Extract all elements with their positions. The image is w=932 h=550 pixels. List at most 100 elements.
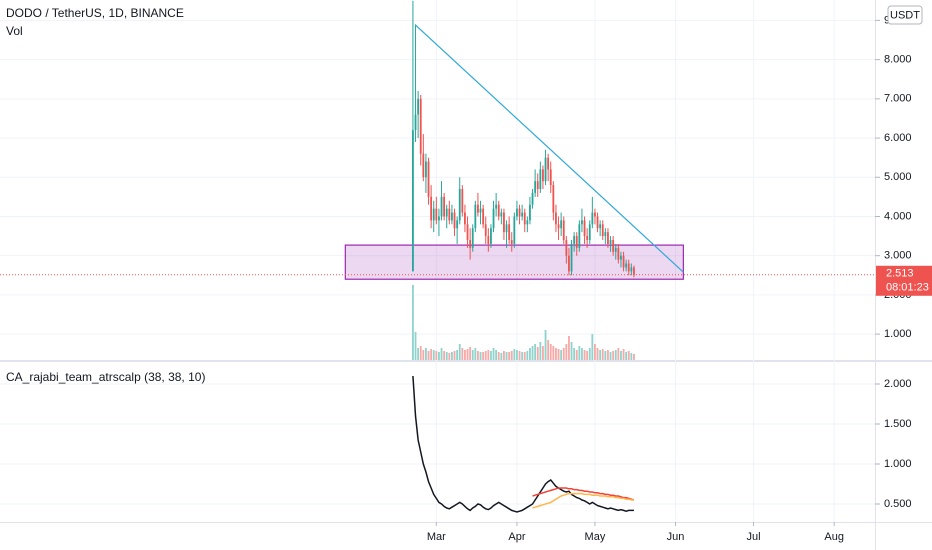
candle-body: [435, 208, 438, 221]
indicator-pane: [412, 375, 635, 513]
candle-body: [609, 240, 612, 244]
volume-bar: [599, 350, 602, 360]
volume-bar: [521, 352, 524, 360]
volume-bar: [425, 348, 427, 360]
volume-bar: [614, 350, 617, 360]
volume-bar: [479, 352, 482, 360]
currency-badge[interactable]: [887, 5, 923, 25]
volume-bar: [414, 332, 417, 360]
chart-title: DODO / TetherUS, 1D, BINANCE: [6, 6, 184, 20]
candle-body: [586, 236, 589, 240]
candle-body: [482, 208, 485, 225]
volume-bar: [534, 344, 537, 360]
y-tick-label: 1.000: [884, 328, 912, 340]
volume-bar: [412, 285, 414, 360]
volume-bar: [560, 350, 563, 360]
volume-bar: [633, 354, 635, 360]
candle-body: [612, 240, 615, 252]
candle-body: [430, 196, 433, 221]
volume-bar: [440, 348, 443, 360]
candle-body: [549, 169, 552, 186]
volume-bar: [620, 351, 622, 360]
volume-bar: [547, 340, 550, 360]
candle-body: [633, 267, 635, 275]
volume-bar: [578, 346, 581, 360]
volume-bar: [518, 351, 521, 360]
candle-body: [505, 224, 508, 233]
volume-bar: [419, 346, 422, 360]
candle-body: [419, 98, 422, 154]
volume-bar: [443, 351, 446, 360]
candle-body: [599, 224, 602, 229]
candle-body: [445, 208, 448, 217]
volume-bar: [505, 352, 508, 360]
candle-body: [523, 212, 526, 225]
candle-body: [627, 263, 630, 272]
x-tick-label: Apr: [508, 531, 525, 543]
volume-bar: [544, 330, 547, 360]
candle-body: [575, 236, 578, 248]
candle-body: [562, 220, 565, 240]
candle-body: [536, 181, 539, 190]
volume-bar: [451, 352, 453, 360]
x-tick-label: Jun: [667, 531, 685, 543]
volume-bar: [464, 350, 466, 360]
candle-body: [539, 169, 542, 190]
candle-body: [477, 204, 479, 213]
candle-body: [443, 196, 446, 217]
volume-bar: [570, 342, 573, 360]
volume-bar: [490, 351, 492, 360]
candle-body: [474, 204, 477, 229]
currency-label: USDT: [890, 9, 920, 21]
candle-body: [448, 208, 451, 221]
candle-body: [557, 224, 560, 229]
candle-body: [412, 130, 414, 272]
x-tick-label: May: [585, 531, 606, 543]
candle-body: [508, 224, 511, 240]
countdown-label: 08:01:23: [886, 282, 929, 294]
volume-bar: [601, 349, 604, 360]
candle-body: [495, 204, 498, 209]
candle-body: [427, 161, 430, 197]
candle-body: [604, 232, 607, 237]
volume-bar: [562, 348, 565, 360]
candle-body: [552, 185, 555, 213]
candle-body: [620, 255, 622, 260]
candle-body: [544, 157, 547, 182]
axes: 1.000 2.000 3.000 4.000 5.000 6.000 7.000 8.000…: [427, 14, 932, 543]
volume-bar: [510, 351, 513, 360]
candle-body: [565, 240, 568, 256]
volume-bar: [617, 348, 620, 360]
candle-body: [625, 263, 628, 268]
volume-bar: [484, 351, 487, 360]
volume-bar: [477, 351, 479, 360]
candle-body: [497, 204, 500, 217]
volume-bar: [474, 348, 477, 360]
volume-bar: [526, 351, 529, 360]
y-tick-label: 4.000: [884, 210, 912, 222]
volume-bar: [469, 347, 472, 360]
candle-body: [555, 212, 557, 225]
volume-bar: [513, 349, 516, 360]
candle-body: [534, 181, 537, 193]
volume-bar: [435, 351, 438, 360]
indicator-title: CA_rajabi_team_atrscalp (38, 38, 10): [6, 370, 205, 384]
candle-body: [601, 224, 604, 237]
candle-body: [456, 220, 459, 229]
volume-bar: [417, 348, 420, 360]
volume-bar: [557, 349, 560, 360]
candle-body: [547, 157, 550, 170]
candle-body: [518, 208, 521, 217]
volume-bar: [552, 346, 555, 360]
candle-body: [417, 98, 420, 115]
candle-body: [492, 208, 495, 229]
volume-bar: [612, 351, 615, 360]
volume-bar: [575, 350, 578, 360]
x-tick-label: Jul: [747, 531, 761, 543]
indicator-line: [532, 487, 635, 501]
volume-bar: [503, 351, 505, 360]
volume-bar: [492, 348, 495, 360]
volume-bar: [461, 348, 464, 360]
y-tick-label: 6.000: [884, 132, 912, 144]
